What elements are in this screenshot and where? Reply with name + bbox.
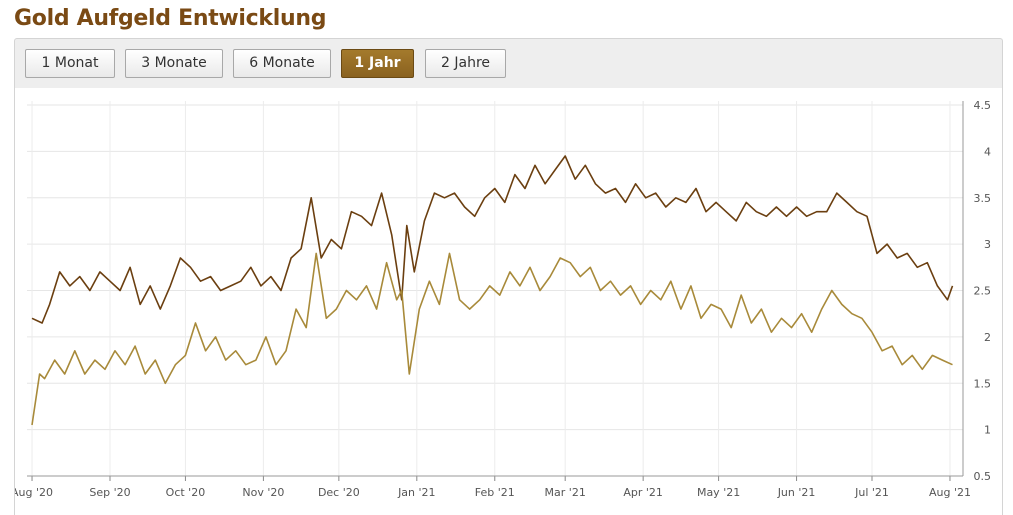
- range-selector-panel: 1 Monat 3 Monate 6 Monate 1 Jahr 2 Jahre: [14, 38, 1003, 88]
- x-tick-label: Oct '20: [166, 486, 206, 499]
- y-tick-label: 1: [984, 424, 991, 437]
- y-tick-label: 1.5: [974, 377, 992, 390]
- series-line-1: [31, 155, 954, 324]
- tab-1-year[interactable]: 1 Jahr: [341, 49, 414, 78]
- series-line-2: [31, 252, 953, 426]
- y-tick-label: 4.5: [974, 99, 992, 112]
- line-chart[interactable]: 0.5 1 1.5 2 2.5 3 3.5 4 4.5 Aug '20 Sep '20 Oct '20…: [15, 88, 1002, 515]
- x-tick-label: Jul '21: [854, 486, 889, 499]
- tab-1-month[interactable]: 1 Monat: [25, 49, 115, 78]
- x-tick-label: Jan '21: [397, 486, 435, 499]
- x-tick-label: Aug '21: [929, 486, 971, 499]
- chart-area: 0.5 1 1.5 2 2.5 3 3.5 4 4.5 Aug '20 Sep '20 Oct '20…: [14, 88, 1003, 515]
- x-tick-label: Aug '20: [15, 486, 53, 499]
- y-tick-label: 3: [984, 238, 991, 251]
- tab-3-months[interactable]: 3 Monate: [125, 49, 223, 78]
- y-tick-label: 2.5: [974, 285, 992, 298]
- x-tick-label: Apr '21: [623, 486, 663, 499]
- x-tick-label: Mar '21: [545, 486, 586, 499]
- x-tick-label: Nov '20: [242, 486, 284, 499]
- y-tick-label: 3.5: [974, 192, 992, 205]
- tab-6-months[interactable]: 6 Monate: [233, 49, 331, 78]
- x-tick-label: Jun '21: [777, 486, 816, 499]
- y-tick-label: 2: [984, 331, 991, 344]
- x-tick-label: Feb '21: [475, 486, 515, 499]
- x-tick-label: May '21: [697, 486, 740, 499]
- y-tick-label: 0.5: [974, 470, 992, 483]
- page-title: Gold Aufgeld Entwicklung: [14, 6, 327, 31]
- y-tick-label: 4: [984, 145, 991, 158]
- x-tick-label: Sep '20: [89, 486, 130, 499]
- tab-2-years[interactable]: 2 Jahre: [425, 49, 506, 78]
- x-tick-label: Dec '20: [318, 486, 360, 499]
